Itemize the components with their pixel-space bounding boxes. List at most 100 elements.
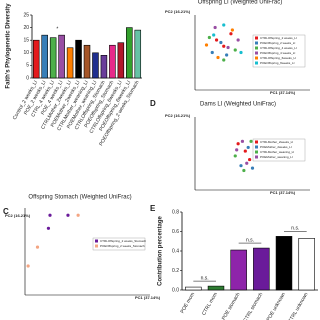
y-tick-label: 0.2 xyxy=(172,268,179,274)
point xyxy=(207,35,211,40)
bar xyxy=(126,27,133,79)
y-axis-label: PC2 (16.21%) xyxy=(165,113,191,118)
bar xyxy=(298,238,315,291)
legend-box xyxy=(92,237,146,251)
point xyxy=(250,166,255,170)
point xyxy=(222,58,226,62)
bar xyxy=(275,236,293,291)
x-tick-label: POE stomach xyxy=(221,291,242,320)
point xyxy=(76,213,80,217)
point xyxy=(225,53,229,57)
point xyxy=(246,145,250,150)
point xyxy=(236,142,240,146)
bar xyxy=(100,55,108,79)
x-tick-label: CTRL stomach xyxy=(242,291,264,320)
bar xyxy=(117,42,125,79)
legend-swatch xyxy=(255,61,258,65)
bar xyxy=(58,34,65,79)
title: Dams LI (Weighted UniFrac) xyxy=(200,102,276,108)
point xyxy=(239,164,243,168)
point xyxy=(243,149,247,153)
point xyxy=(239,50,243,55)
y-tick-label: 20 xyxy=(23,25,29,31)
point xyxy=(35,245,40,249)
point xyxy=(245,161,249,165)
point xyxy=(216,55,220,60)
point xyxy=(249,139,253,143)
annotation: n.s. xyxy=(201,275,209,281)
bar xyxy=(207,285,225,291)
legend-label: POEOffspring_2 weeks_Stomach xyxy=(100,244,145,248)
bar xyxy=(109,44,116,79)
point xyxy=(230,28,234,32)
legend-box xyxy=(252,34,306,68)
legend-swatch xyxy=(255,140,258,144)
legend-swatch xyxy=(255,46,258,50)
point xyxy=(66,213,70,217)
point xyxy=(233,154,237,158)
point xyxy=(222,44,226,48)
bar xyxy=(49,37,57,79)
bar xyxy=(185,286,202,291)
legend-label: CTRLOffspring_2 weeks_Stomach xyxy=(100,239,146,243)
legend: CTRLMother_2weeks_LIPOEMother_2weeks_LIC… xyxy=(252,138,306,162)
legend-swatch xyxy=(255,155,258,159)
legend-label: POEOffspring_2 weeks_LI xyxy=(260,41,295,45)
point xyxy=(226,45,230,50)
legend-label: POEMother_weaning_LI xyxy=(260,155,293,159)
legend-swatch xyxy=(255,145,258,149)
y-tick-label: 0.6 xyxy=(172,229,179,235)
y-tick-label: 10 xyxy=(23,50,29,56)
point xyxy=(233,48,237,52)
legend-label: CTRLOffspring_2 weeks_LI xyxy=(260,36,297,40)
point xyxy=(229,32,233,36)
point xyxy=(212,33,216,37)
legend-swatch xyxy=(255,51,258,55)
legend-swatch xyxy=(255,36,258,40)
bar xyxy=(41,34,48,79)
title: Offspring LI (Weighted UniFrac) xyxy=(198,0,282,6)
x-tick-label: CTRL mom xyxy=(201,292,219,317)
legend-label: CTRLMother_weaning_LI xyxy=(260,150,294,154)
legend-swatch xyxy=(255,56,258,60)
legend-label: CTRLOffspring_6weeks_LI xyxy=(260,56,296,60)
legend-swatch xyxy=(95,239,98,243)
x-axis-label: PC1 (37.14%) xyxy=(270,90,296,95)
legend-label: POEOffspring_6weeks_LI xyxy=(260,61,295,65)
title: Offspring Stomach (Weighted UniFrac) xyxy=(28,195,131,201)
legend-swatch xyxy=(255,150,258,154)
bar xyxy=(92,52,99,79)
x-tick-label: CTRL unknown xyxy=(287,291,309,320)
x-axis-label: PC1 (37.14%) xyxy=(135,295,161,300)
point xyxy=(48,213,52,217)
point xyxy=(214,38,219,42)
legend-label: CTRLOffspring_4 weeks_LI xyxy=(260,46,297,50)
panel-label: C xyxy=(3,207,9,216)
annotation: * xyxy=(56,26,58,32)
y-tick-label: 0.8 xyxy=(172,209,179,215)
legend-label: POEOffspring_4 weeks_LI xyxy=(260,51,295,55)
y-tick-label: 5 xyxy=(26,63,29,69)
y-tick-label: 25 xyxy=(23,12,29,18)
bar xyxy=(83,44,91,79)
point xyxy=(240,139,245,143)
legend-label: POEMother_2weeks_LI xyxy=(260,145,292,149)
bar xyxy=(230,249,247,291)
panel-label: E xyxy=(150,204,156,213)
x-axis-label: PC1 (37.14%) xyxy=(270,190,296,195)
point xyxy=(222,23,226,27)
bar xyxy=(253,247,270,291)
point xyxy=(210,50,214,55)
bar xyxy=(75,39,82,79)
point xyxy=(235,148,239,152)
y-tick-label: 0.0 xyxy=(172,287,179,293)
bar xyxy=(32,39,40,79)
bar xyxy=(66,47,74,79)
point xyxy=(236,38,240,42)
legend: CTRLOffspring_2 weeks_StomachPOEOffsprin… xyxy=(92,237,146,251)
annotation: n.s. xyxy=(246,237,254,243)
bar xyxy=(134,29,142,79)
y-tick-label: 15 xyxy=(23,38,29,44)
